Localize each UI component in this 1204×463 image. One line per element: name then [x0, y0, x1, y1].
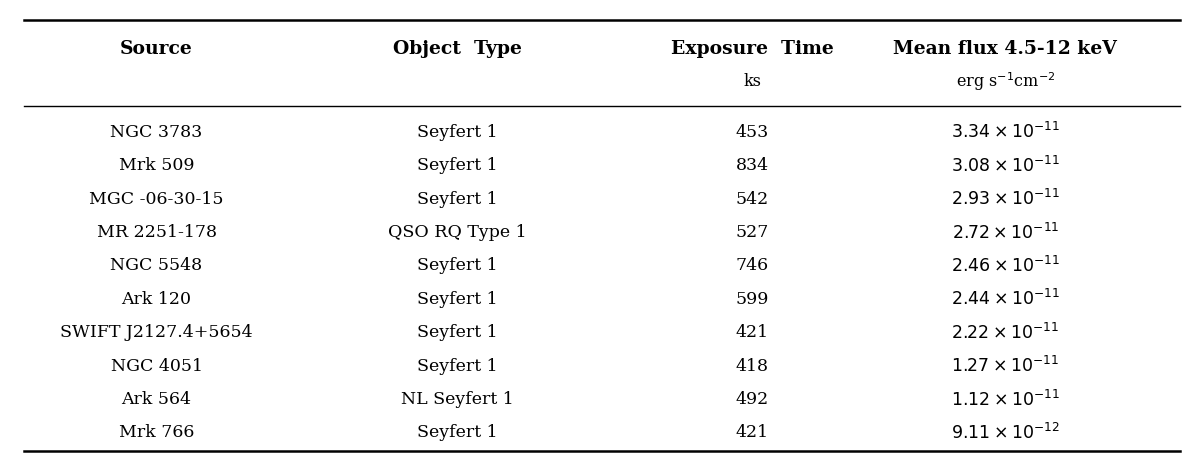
Text: NL Seyfert 1: NL Seyfert 1 [401, 390, 514, 407]
Text: $1.12\times 10^{-11}$: $1.12\times 10^{-11}$ [951, 388, 1060, 409]
Text: $9.11\times 10^{-12}$: $9.11\times 10^{-12}$ [951, 422, 1060, 442]
Text: NGC 5548: NGC 5548 [111, 257, 202, 274]
Text: 746: 746 [736, 257, 769, 274]
Text: Seyfert 1: Seyfert 1 [418, 124, 497, 140]
Text: $2.22\times 10^{-11}$: $2.22\times 10^{-11}$ [951, 322, 1060, 342]
Text: Object  Type: Object Type [393, 40, 523, 57]
Text: 421: 421 [736, 324, 769, 340]
Text: $2.93\times 10^{-11}$: $2.93\times 10^{-11}$ [951, 188, 1060, 209]
Text: $3.08\times 10^{-11}$: $3.08\times 10^{-11}$ [951, 155, 1060, 175]
Text: 453: 453 [736, 124, 769, 140]
Text: $1.27\times 10^{-11}$: $1.27\times 10^{-11}$ [951, 355, 1060, 375]
Text: $3.34\times 10^{-11}$: $3.34\times 10^{-11}$ [951, 122, 1060, 142]
Text: $2.44\times 10^{-11}$: $2.44\times 10^{-11}$ [951, 288, 1060, 309]
Text: Mean flux 4.5-12 keV: Mean flux 4.5-12 keV [893, 40, 1117, 57]
Text: 421: 421 [736, 424, 769, 440]
Text: 418: 418 [736, 357, 769, 374]
Text: 492: 492 [736, 390, 769, 407]
Text: Seyfert 1: Seyfert 1 [418, 290, 497, 307]
Text: 834: 834 [736, 157, 769, 174]
Text: Seyfert 1: Seyfert 1 [418, 424, 497, 440]
Text: Seyfert 1: Seyfert 1 [418, 324, 497, 340]
Text: Mrk 509: Mrk 509 [119, 157, 194, 174]
Text: Source: Source [120, 40, 193, 57]
Text: Seyfert 1: Seyfert 1 [418, 190, 497, 207]
Text: NGC 4051: NGC 4051 [111, 357, 202, 374]
Text: 542: 542 [736, 190, 769, 207]
Text: $2.46\times 10^{-11}$: $2.46\times 10^{-11}$ [951, 255, 1060, 275]
Text: NGC 3783: NGC 3783 [111, 124, 202, 140]
Text: 527: 527 [736, 224, 769, 240]
Text: erg s$^{-1}$cm$^{-2}$: erg s$^{-1}$cm$^{-2}$ [956, 70, 1055, 92]
Text: MGC -06-30-15: MGC -06-30-15 [89, 190, 224, 207]
Text: SWIFT J2127.4+5654: SWIFT J2127.4+5654 [60, 324, 253, 340]
Text: Seyfert 1: Seyfert 1 [418, 157, 497, 174]
Text: ks: ks [744, 73, 761, 89]
Text: $2.72\times 10^{-11}$: $2.72\times 10^{-11}$ [951, 222, 1060, 242]
Text: Mrk 766: Mrk 766 [119, 424, 194, 440]
Text: QSO RQ Type 1: QSO RQ Type 1 [388, 224, 527, 240]
Text: Seyfert 1: Seyfert 1 [418, 257, 497, 274]
Text: Ark 120: Ark 120 [122, 290, 191, 307]
Text: Exposure  Time: Exposure Time [671, 40, 834, 57]
Text: 599: 599 [736, 290, 769, 307]
Text: Seyfert 1: Seyfert 1 [418, 357, 497, 374]
Text: MR 2251-178: MR 2251-178 [96, 224, 217, 240]
Text: Ark 564: Ark 564 [122, 390, 191, 407]
